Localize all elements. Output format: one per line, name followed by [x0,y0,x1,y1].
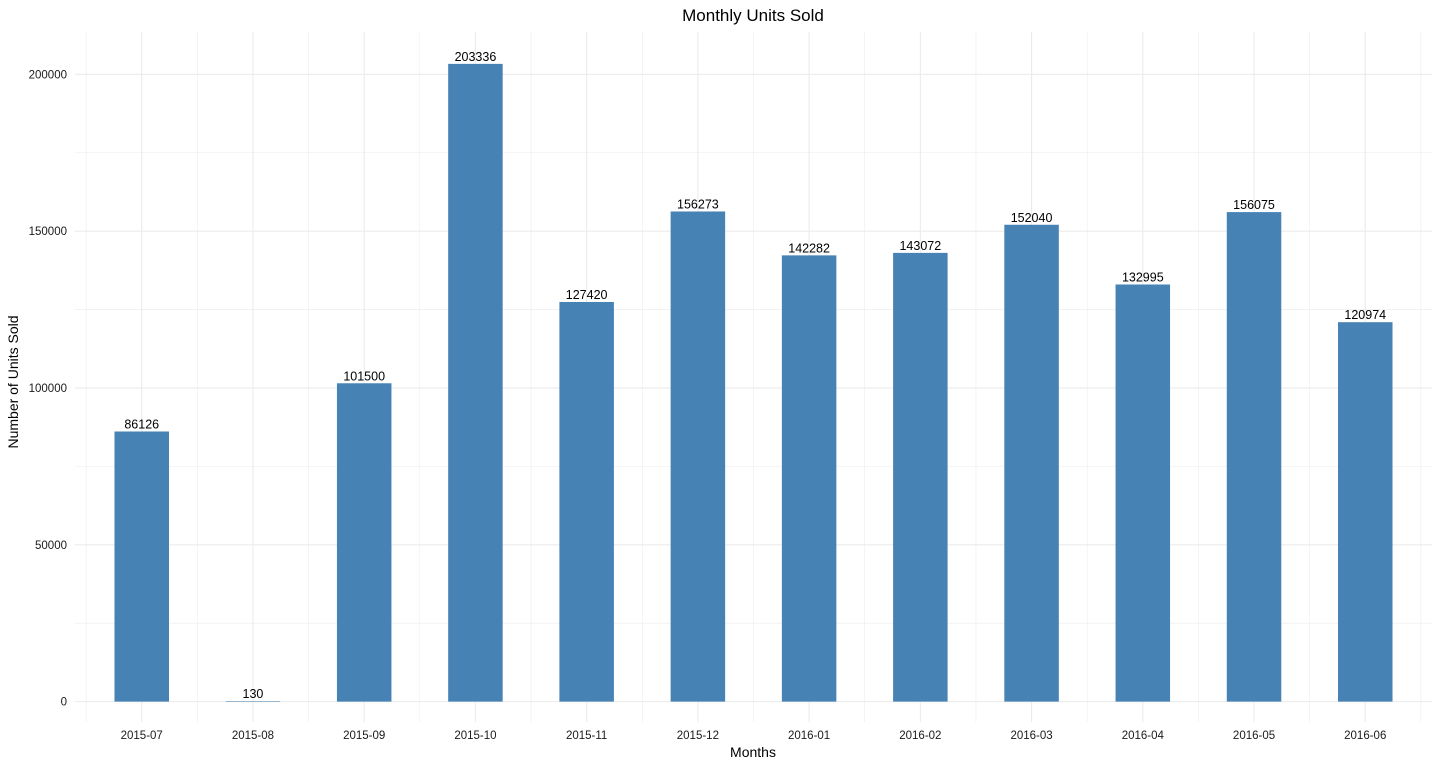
bars [114,63,1393,702]
data-labels: 86126 130 101500 203336 127420 156273 142282 14… [124,50,1386,701]
bar-2015-11 [559,301,614,702]
data-label-2016-03: 152040 [1011,211,1053,225]
x-tick-label: 2016-06 [1344,730,1386,742]
x-tick-label: 2015-12 [677,730,719,742]
x-axis-ticks: 2015-07 2015-08 2015-09 2015-10 2015-11 2015-… [121,730,1387,742]
bar-2016-05 [1226,212,1282,702]
bar-2016-06 [1338,322,1393,702]
bar-2015-12 [670,211,726,702]
x-tick-label: 2016-02 [899,730,941,742]
data-label-2016-02: 143072 [899,239,941,253]
y-axis-ticks: 0 50000 100000 150000 200000 [29,69,67,708]
y-axis-title: Number of Units Sold [5,315,21,448]
x-tick-label: 2015-09 [343,730,385,742]
x-tick-label: 2015-07 [121,730,163,742]
data-label-2016-04: 132995 [1122,270,1164,284]
data-label-2015-07: 86126 [124,417,159,431]
y-tick-label: 150000 [29,226,67,238]
bar-2015-09 [336,383,392,702]
y-tick-label: 50000 [35,540,67,552]
y-tick-label: 200000 [29,69,67,81]
bar-2016-03 [1004,224,1059,702]
x-tick-label: 2015-10 [454,730,496,742]
x-tick-label: 2016-05 [1233,730,1275,742]
data-label-2015-09: 101500 [343,369,385,383]
bar-2015-07 [114,431,169,702]
x-tick-label: 2015-11 [566,730,607,742]
x-tick-label: 2015-08 [232,730,274,742]
bar-2015-08 [225,701,281,702]
data-label-2015-10: 203336 [455,50,497,64]
bar-2016-01 [781,255,837,702]
bar-2015-10 [448,63,503,702]
bar-2016-02 [893,252,948,702]
x-tick-label: 2016-04 [1122,730,1165,742]
x-tick-label: 2016-01 [788,730,830,742]
chart-title: Monthly Units Sold [682,6,824,25]
x-axis-title: Months [730,744,776,760]
y-tick-label: 0 [61,697,67,709]
data-label-2015-11: 127420 [566,288,608,302]
data-label-2015-12: 156273 [677,197,719,211]
bar-2016-04 [1115,284,1171,702]
data-label-2015-08: 130 [243,687,264,701]
x-tick-label: 2016-03 [1010,730,1052,742]
data-label-2016-01: 142282 [788,241,830,255]
data-label-2016-06: 120974 [1344,308,1386,322]
y-tick-label: 100000 [29,383,67,395]
data-label-2016-05: 156075 [1233,198,1275,212]
